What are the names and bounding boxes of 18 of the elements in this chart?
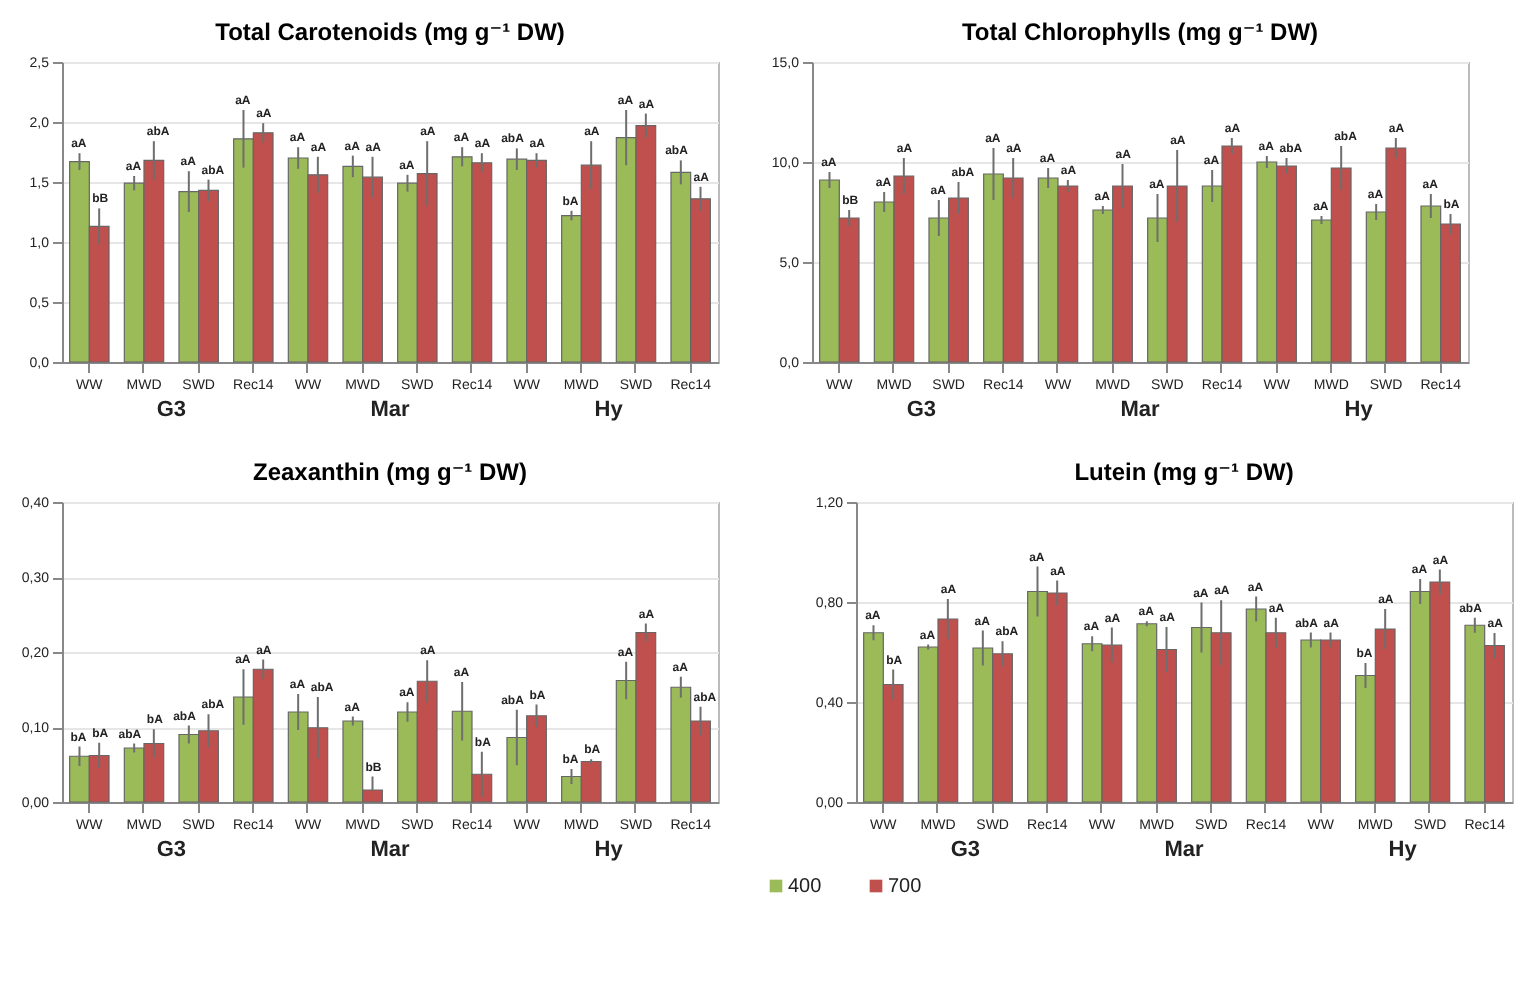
text: G3 [950,838,981,862]
text: G3 [156,398,187,422]
text: Mar [370,838,411,862]
text: G3 [906,398,937,422]
text: Hy [1344,398,1375,422]
text: Mar [1164,838,1205,862]
chart-title: Lutein (mg g⁻¹ DW) [1074,458,1294,486]
legend-label: 400 [788,876,823,898]
chart-title: Total Chlorophylls (mg g⁻¹ DW) [961,18,1319,46]
text: G3 [156,838,187,862]
legend-label: 700 [888,876,923,898]
text: Mar [1120,398,1161,422]
text: Hy [1388,838,1419,862]
text: Hy [594,838,625,862]
text: Hy [594,398,625,422]
chart-title: Total Carotenoids (mg g⁻¹ DW) [215,18,565,46]
chart-title: Zeaxanthin (mg g⁻¹ DW) [253,458,527,486]
text: Mar [370,398,411,422]
